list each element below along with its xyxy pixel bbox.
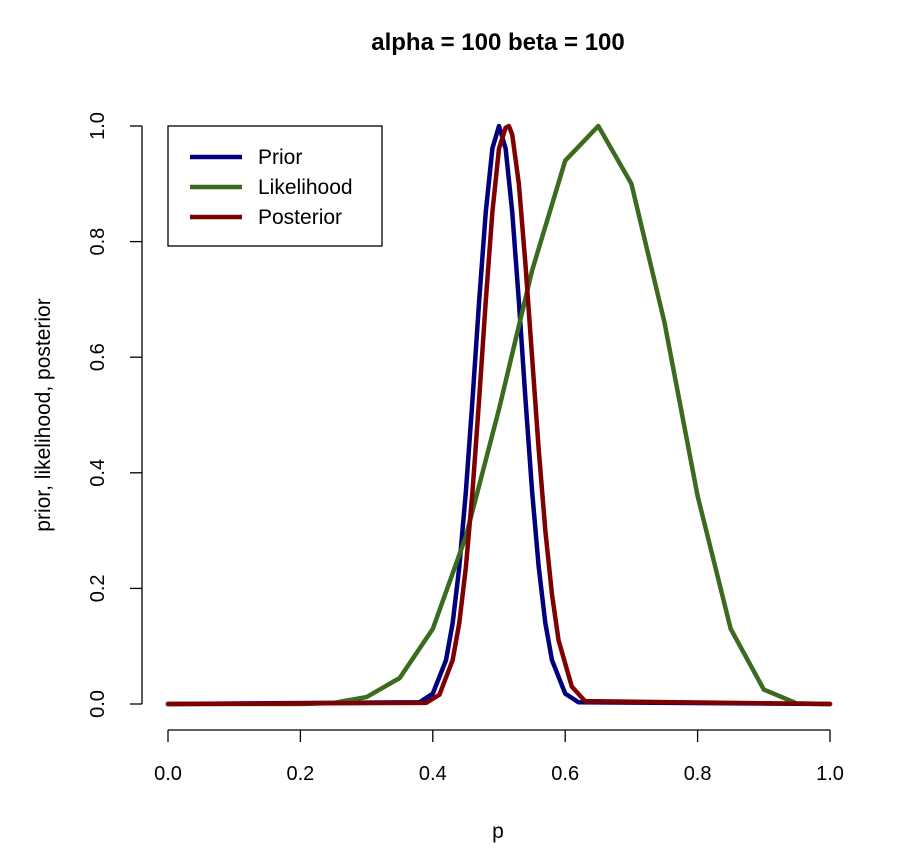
legend-label-likelihood: Likelihood [258,176,353,199]
series-line-prior [165,123,833,707]
chart-title: alpha = 100 beta = 100 [371,29,625,56]
x-axis-label: p [492,820,504,843]
x-tick-label: 0.0 [154,763,182,785]
y-tick-label: 0.6 [87,343,109,371]
y-tick-label: 0.0 [87,690,109,718]
series-line-posterior [165,123,833,707]
x-tick-label: 0.6 [551,763,579,785]
x-tick-label: 0.2 [286,763,314,785]
y-tick-label: 1.0 [87,112,109,140]
x-tick-label: 1.0 [816,763,844,785]
y-tick-label: 0.4 [87,459,109,487]
x-tick-label: 0.4 [419,763,447,785]
legend-label-prior: Prior [258,146,302,169]
legend: Prior Likelihood Posterior [167,125,383,247]
legend-label-posterior: Posterior [258,206,342,229]
x-tick-label: 0.8 [684,763,712,785]
legend-items: Prior Likelihood Posterior [190,146,353,229]
series-line-likelihood [165,123,833,707]
y-axis-ticks: 0.0 0.2 0.4 0.6 0.8 1.0 [87,112,142,718]
y-axis-label: prior, likelihood, posterior [32,298,55,531]
y-tick-label: 0.8 [87,228,109,256]
y-tick-label: 0.2 [87,574,109,602]
x-axis-ticks: 0.0 0.2 0.4 0.6 0.8 1.0 [154,730,844,785]
axes: 0.0 0.2 0.4 0.6 0.8 1.0 0.0 0.2 0.4 0.6 0.8 1.0 [87,112,844,785]
series-lines [165,123,833,707]
